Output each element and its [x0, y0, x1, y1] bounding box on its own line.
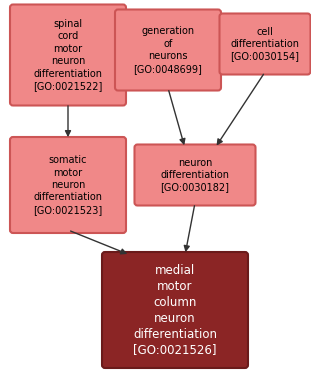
FancyBboxPatch shape: [134, 144, 256, 205]
FancyBboxPatch shape: [115, 10, 221, 90]
Text: cell
differentiation
[GO:0030154]: cell differentiation [GO:0030154]: [230, 27, 299, 61]
FancyBboxPatch shape: [220, 13, 310, 74]
FancyBboxPatch shape: [10, 137, 126, 233]
Text: somatic
motor
neuron
differentiation
[GO:0021523]: somatic motor neuron differentiation [GO…: [33, 155, 103, 215]
Text: spinal
cord
motor
neuron
differentiation
[GO:0021522]: spinal cord motor neuron differentiation…: [33, 19, 103, 91]
Text: generation
of
neurons
[GO:0048699]: generation of neurons [GO:0048699]: [133, 26, 202, 74]
Text: neuron
differentiation
[GO:0030182]: neuron differentiation [GO:0030182]: [160, 158, 230, 192]
Text: medial
motor
column
neuron
differentiation
[GO:0021526]: medial motor column neuron differentiati…: [133, 263, 217, 356]
FancyBboxPatch shape: [10, 4, 126, 106]
FancyBboxPatch shape: [102, 252, 248, 368]
